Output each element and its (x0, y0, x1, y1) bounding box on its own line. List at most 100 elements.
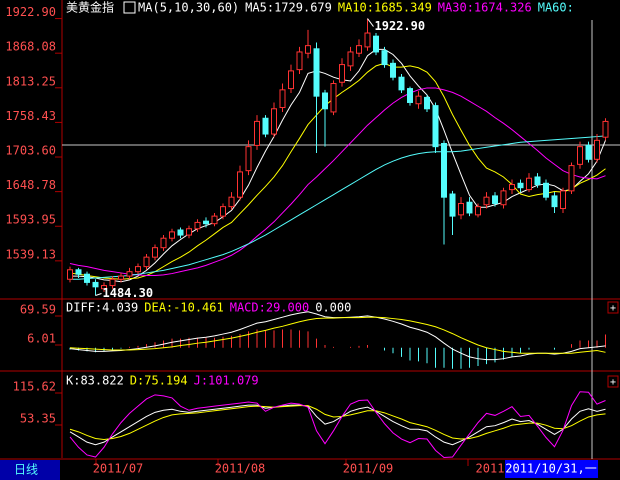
indicator-line (69, 405, 606, 441)
legend-label: 0.000 (315, 301, 351, 315)
legend-label: MA(5,10,30,60) (138, 1, 239, 15)
candle-body (101, 285, 107, 290)
candle-body (407, 88, 413, 103)
candle-body (415, 95, 422, 105)
candle-body (186, 228, 192, 236)
y-tick-label: 53.35 (20, 411, 56, 425)
x-tick-label: 2011/07 (93, 462, 144, 476)
annotation-marker (367, 18, 374, 27)
indicator-icon (123, 1, 136, 14)
legend-label: MA60: (538, 1, 574, 15)
legend-label: 美黄金指 (66, 0, 114, 15)
y-tick-label: 1813.25 (5, 74, 56, 88)
candle-body (441, 143, 447, 198)
y-tick-label: 69.59 (20, 303, 56, 317)
candle-body (526, 177, 532, 191)
candle-body (169, 231, 175, 239)
candle-body (381, 50, 388, 66)
legend-label: MA10:1685.349 (338, 1, 432, 15)
candle-body (551, 195, 558, 208)
y-tick-label: 1648.78 (5, 178, 56, 192)
indicator-line (70, 48, 606, 283)
x-tick-label: 2011/08 (215, 462, 266, 476)
candle-body (432, 105, 439, 148)
y-tick-label: 1758.43 (5, 109, 56, 123)
indicator-line (69, 404, 606, 446)
candle-body (126, 271, 133, 277)
panel-button[interactable]: + (607, 301, 619, 314)
candle-body (118, 275, 124, 280)
period-label: 日线 (14, 463, 38, 477)
y-tick-label: 6.01 (27, 332, 56, 346)
candle-body (305, 45, 311, 54)
candle-body (135, 266, 141, 273)
candle-body (475, 206, 481, 216)
panel-button[interactable]: + (607, 375, 619, 388)
legend-label: D:75.194 (130, 374, 188, 388)
candle-body (84, 273, 90, 283)
indicator-line (69, 391, 606, 459)
candle-body (364, 32, 371, 48)
candle-body (398, 76, 405, 91)
candle-body (543, 182, 549, 198)
candle-body (585, 144, 592, 160)
legend-label: J:101.079 (194, 374, 259, 388)
candle-body (313, 48, 320, 97)
candle-body (517, 182, 524, 189)
legend-label: DIFF:4.039 (66, 301, 138, 315)
candle-body (577, 146, 583, 165)
candle-body (449, 193, 456, 217)
candle-body (568, 165, 575, 192)
candle-body (177, 229, 184, 236)
svg-text:+: + (610, 377, 616, 388)
candle-body (509, 184, 515, 191)
candle-body (492, 195, 498, 204)
candle-body (296, 51, 303, 71)
candle-body (211, 215, 218, 225)
period-tab[interactable] (0, 460, 60, 480)
candle-body (262, 117, 269, 135)
candle-body (560, 190, 566, 210)
y-tick-label: 1922.90 (5, 5, 56, 19)
svg-text:+: + (610, 303, 616, 314)
indicator-line (69, 62, 606, 280)
candle-body (500, 190, 507, 206)
candle-body (220, 206, 226, 217)
candle-body (594, 139, 600, 160)
legend-label: K:83.822 (66, 374, 124, 388)
candle-body (534, 176, 541, 186)
candle-body (271, 108, 277, 135)
candle-body (254, 120, 260, 146)
candle-body (288, 70, 294, 90)
legend-label: MACD:29.000 (230, 301, 309, 315)
y-tick-label: 1539.13 (5, 247, 56, 261)
candle-body (466, 201, 473, 214)
candle-body (92, 281, 99, 288)
indicator-line (70, 135, 606, 280)
candle-body (330, 83, 337, 113)
cursor-date-box (505, 460, 598, 478)
candle-body (67, 269, 73, 280)
annotation-marker (95, 293, 102, 296)
candle-body (390, 62, 396, 78)
y-tick-label: 1868.08 (5, 40, 56, 54)
candle-body (152, 247, 158, 258)
legend-label: DEA:-10.461 (144, 301, 223, 315)
legend-label: MA5:1729.679 (245, 1, 332, 15)
legend-label: MA30:1674.326 (438, 1, 532, 15)
indicator-line (69, 87, 606, 276)
annotation-label: 1484.30 (103, 286, 154, 300)
candle-body (347, 51, 354, 67)
y-tick-label: 115.62 (13, 380, 56, 394)
candle-body (194, 221, 201, 230)
candle-body (237, 171, 243, 198)
candle-body (109, 278, 116, 287)
candle-body (373, 35, 379, 53)
candle-body (356, 45, 362, 54)
cursor-date: 2011/10/31,一 (505, 462, 596, 476)
candle-body (160, 237, 167, 249)
candle-body (143, 256, 150, 268)
candle-body (245, 146, 252, 172)
